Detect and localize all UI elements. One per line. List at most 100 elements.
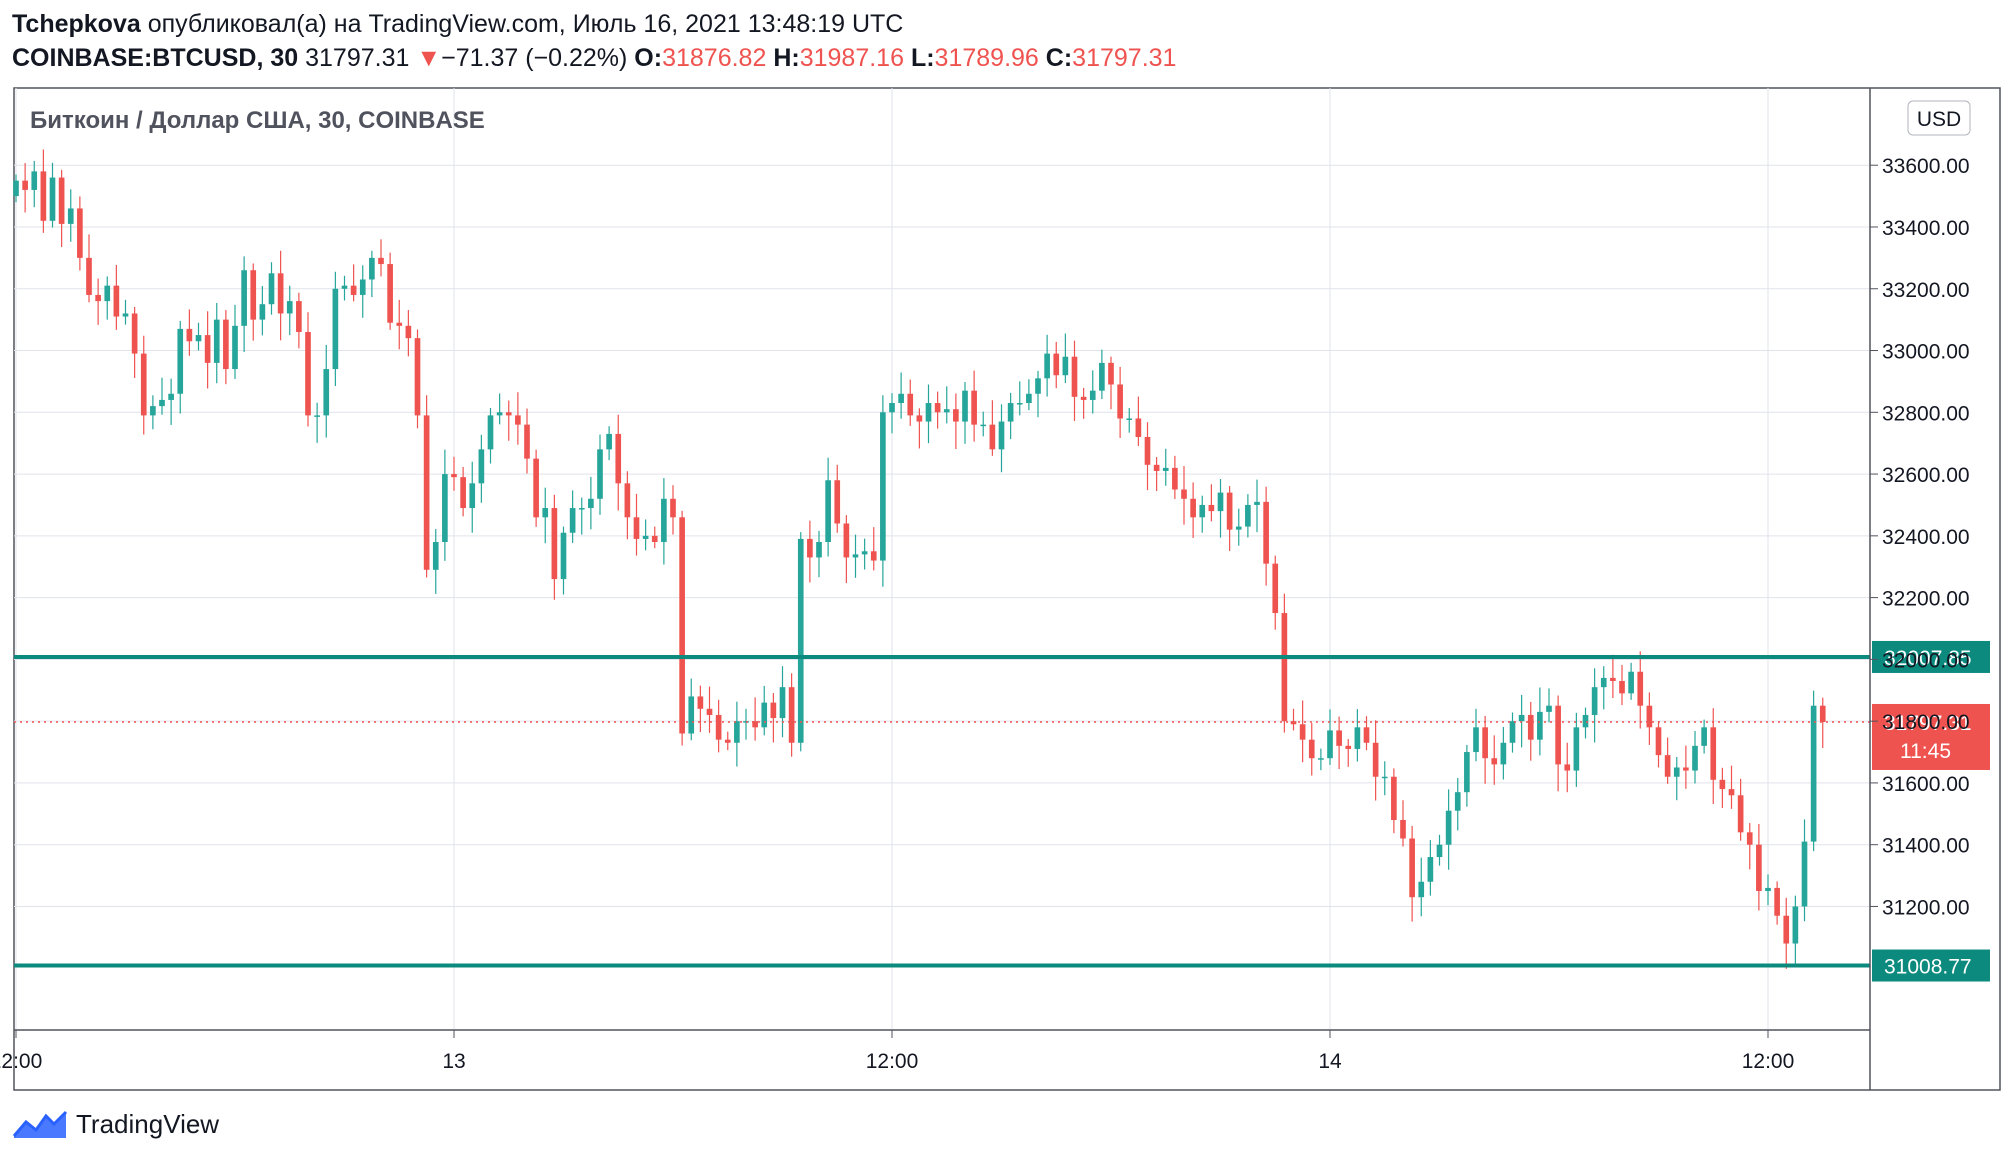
candle-body [761, 702, 768, 728]
candle-body [1144, 437, 1151, 465]
candle-body [934, 403, 941, 413]
candle-body [1235, 526, 1242, 530]
brand-name: TradingView [76, 1108, 220, 1139]
candle-body [1089, 390, 1096, 400]
candle-body [1099, 362, 1105, 391]
candle-body [1628, 671, 1634, 694]
candle-body [122, 313, 129, 317]
level-price-tag [1872, 640, 1990, 673]
candle-body [1318, 758, 1324, 760]
last-price-value: 31797.31 [305, 44, 410, 72]
candle-body [442, 474, 448, 543]
candle-body [971, 390, 977, 425]
candle-body [542, 508, 549, 518]
candle-body [1391, 776, 1397, 820]
candle-body [715, 714, 722, 740]
candles [13, 149, 1826, 969]
price-tick-label: 31400.00 [1882, 835, 1970, 858]
last-price-label: 31797.31 [1884, 712, 1972, 735]
candle-body [651, 535, 658, 543]
candle-body [1035, 378, 1041, 394]
candle-body [232, 325, 238, 370]
time-tick-label: 14 [1318, 1050, 1342, 1073]
candle-body [1810, 705, 1817, 842]
price-tick-label: 33000.00 [1882, 341, 1970, 364]
footer-brand[interactable]: TradingView [12, 1108, 219, 1140]
candle-body [104, 285, 111, 302]
high-value: 31987.16 [799, 44, 904, 72]
candle-body [1172, 467, 1178, 490]
candle-body [259, 304, 266, 320]
price-axis[interactable]: 31200.00 31400.00 31600.00 31800.00 32000.00… [1870, 155, 1970, 919]
candle-body [1655, 727, 1662, 756]
candle-body [1418, 881, 1425, 898]
candle-body [1299, 724, 1306, 740]
author-name[interactable]: Tchepkova [12, 10, 141, 38]
candle-body [77, 208, 83, 258]
candle-body [1710, 727, 1717, 780]
price-tick-label: 32200.00 [1882, 588, 1970, 611]
chart-frame [13, 87, 2001, 1091]
candle-body [597, 449, 603, 499]
candle-body [588, 498, 594, 509]
candle-body [1737, 795, 1744, 833]
price-tick-label: 33400.00 [1882, 217, 1970, 240]
candle-body [1263, 501, 1269, 564]
candle-body [505, 412, 512, 416]
candle-body [113, 285, 120, 317]
candle-body [150, 406, 156, 416]
candle-body [414, 338, 421, 416]
candle-body [1673, 767, 1680, 777]
candle-body [1181, 489, 1187, 499]
close-value: 31797.31 [1072, 44, 1177, 72]
candle-body [633, 517, 640, 539]
candle-body [95, 294, 101, 302]
candle-body [515, 415, 521, 425]
grid [14, 88, 1870, 1030]
candle-body [1454, 792, 1461, 811]
candle-body [1546, 705, 1552, 712]
candle-body [1372, 742, 1379, 777]
candle-body [560, 532, 567, 580]
candle-body [953, 409, 959, 422]
candle-body [989, 424, 996, 450]
candle-body [487, 415, 494, 450]
tradingview-logo-icon [12, 1110, 68, 1138]
candle-body [1108, 362, 1114, 385]
candle-body [1728, 789, 1735, 796]
candle-body [816, 542, 822, 558]
candle-body [1509, 721, 1516, 743]
candle-body [1281, 613, 1288, 722]
candle-body [250, 270, 257, 320]
level-price-label: 32007.85 [1884, 647, 1972, 670]
candle-body [1007, 403, 1014, 422]
candle-body [943, 409, 950, 413]
candle-body [49, 177, 56, 221]
price-tick-label: 33600.00 [1882, 155, 1970, 178]
candle-body [724, 739, 731, 743]
candle-body [432, 542, 439, 570]
candle-body [378, 257, 384, 265]
currency-badge[interactable] [1907, 100, 1971, 136]
candle-body [405, 325, 412, 339]
candle-body [213, 319, 220, 363]
price-tick-label: 32400.00 [1882, 526, 1970, 549]
candle-body [1783, 915, 1790, 944]
candle-body [880, 412, 886, 561]
candle-body [697, 696, 704, 709]
candle-body [825, 480, 831, 543]
candle-body [1756, 844, 1762, 892]
candle-body [870, 551, 877, 561]
candle-body [1765, 887, 1771, 892]
candle-body [204, 335, 211, 363]
candle-body [1062, 356, 1069, 376]
price-tick-label: 32600.00 [1882, 464, 1970, 487]
low-label: L: [910, 44, 935, 72]
candle-body [1153, 464, 1160, 471]
candle-body [688, 696, 695, 734]
candle-body [67, 208, 74, 224]
candle-body [907, 393, 914, 416]
candle-body [369, 257, 375, 280]
